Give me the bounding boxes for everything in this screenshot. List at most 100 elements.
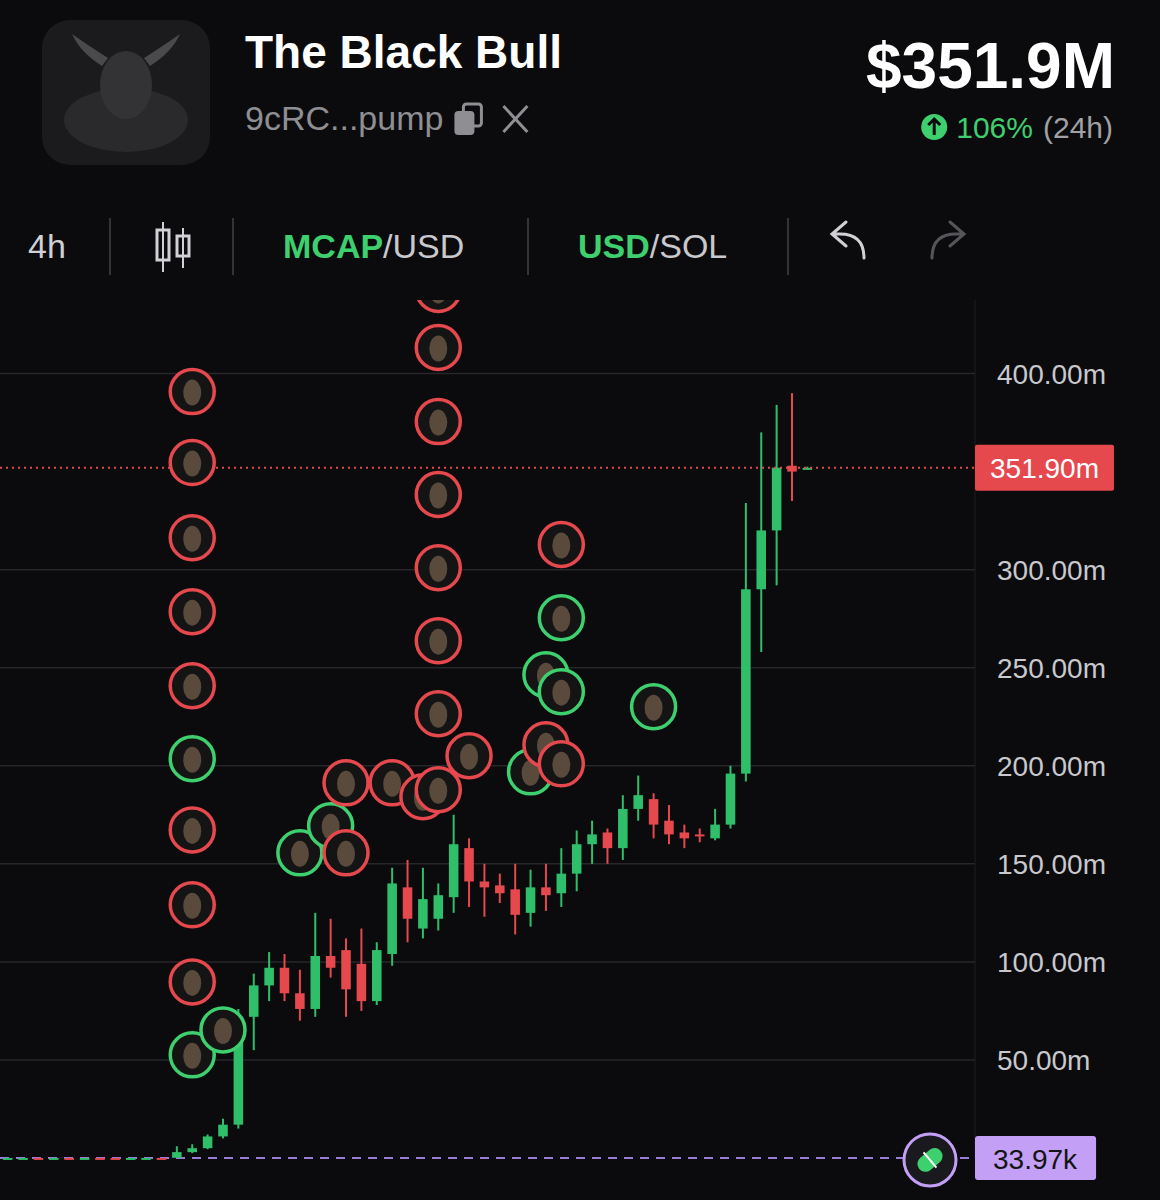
marker-ring: [170, 737, 214, 781]
candle-body: [726, 774, 736, 825]
trade-marker: [539, 523, 583, 567]
x-logo: [503, 106, 527, 132]
marker-face: [429, 300, 447, 303]
trade-marker: [416, 473, 460, 517]
icon-horn: [144, 34, 180, 66]
candle-body: [772, 468, 782, 531]
candle-body: [756, 530, 766, 589]
marker-face: [291, 841, 309, 867]
icon-horn: [72, 34, 108, 66]
separator: [527, 218, 529, 275]
price-label: 351.90m: [990, 453, 1099, 484]
marker-ring: [170, 664, 214, 708]
marker-face: [645, 695, 663, 721]
candle-body: [49, 1158, 59, 1160]
trade-marker: [170, 737, 214, 781]
token-icon: [42, 20, 210, 165]
candle-type-icon[interactable]: [157, 222, 189, 272]
candle-body: [280, 968, 290, 993]
trade-marker: [201, 1008, 245, 1052]
y-tick-label: 200.00m: [997, 751, 1106, 782]
trade-marker: [539, 742, 583, 786]
trade-marker: [416, 546, 460, 590]
candle-body: [664, 821, 674, 835]
y-tick-label: 250.00m: [997, 653, 1106, 684]
y-tick-label: 50.00m: [997, 1045, 1090, 1076]
candle-body: [372, 950, 382, 1001]
candle-body: [295, 993, 305, 1009]
grid-line: [0, 961, 975, 963]
copy-icon[interactable]: [455, 104, 481, 134]
marker-face: [460, 744, 478, 770]
x-link[interactable]: [503, 106, 527, 132]
marker-ring: [170, 883, 214, 927]
marker-face: [183, 451, 201, 477]
trade-marker: [447, 734, 491, 778]
trade-marker: [539, 596, 583, 640]
candle-body: [572, 844, 582, 873]
marker-ring: [170, 590, 214, 634]
base-label-box: [975, 1136, 1096, 1180]
candle-body: [111, 1158, 121, 1160]
undo[interactable]: [832, 222, 864, 258]
marker-face: [429, 702, 447, 728]
trade-marker: [632, 685, 676, 729]
active-part: MCAP: [283, 227, 383, 265]
candle-body: [341, 950, 351, 989]
candle-body: [695, 834, 705, 836]
grid-line: [0, 1059, 975, 1061]
redo[interactable]: [932, 222, 964, 258]
candle-body: [326, 956, 336, 968]
candle-body: [249, 985, 259, 1016]
trade-marker: [170, 370, 214, 414]
candle-body: [649, 799, 659, 824]
y-tick-label: 100.00m: [997, 947, 1106, 978]
marker-face: [383, 771, 401, 797]
candle-body: [633, 795, 643, 809]
y-axis-line: [975, 300, 976, 1158]
candle-body: [187, 1148, 197, 1152]
marker-ring: [632, 685, 676, 729]
y-tick-label: 300.00m: [997, 555, 1106, 586]
marker-ring: [416, 325, 460, 369]
trade-marker: [170, 441, 214, 485]
currency-toggle[interactable]: USD/SOL: [578, 227, 727, 265]
marker-face: [183, 1043, 201, 1069]
marker-face: [429, 629, 447, 655]
candle-body: [680, 832, 690, 838]
marker-ring: [539, 596, 583, 640]
candle-wick: [483, 864, 485, 917]
marker-face: [552, 752, 570, 778]
page: The Black Bull9cRC...pump$351.9M(24h)106…: [0, 0, 1160, 1200]
inactive-part: /USD: [383, 227, 464, 265]
price-label-box: [975, 445, 1114, 491]
candle-body: [310, 956, 320, 1009]
interval[interactable]: 4h: [28, 227, 66, 265]
grid-line: [0, 863, 975, 865]
marker-face: [337, 841, 355, 867]
grid-line: [0, 569, 975, 571]
marker-face: [552, 680, 570, 706]
period: (24h): [1043, 111, 1113, 144]
marker-face: [183, 893, 201, 919]
candle-body: [480, 881, 490, 887]
candle-body: [80, 1158, 90, 1160]
trade-marker: [170, 883, 214, 927]
marker-face: [183, 600, 201, 626]
candle-body: [203, 1136, 213, 1148]
copy-front: [455, 112, 473, 134]
trade-marker: [170, 808, 214, 852]
candle-wick: [330, 919, 332, 978]
candle-body: [126, 1158, 136, 1160]
pill-split: [924, 1152, 937, 1167]
marker-face: [429, 410, 447, 436]
marker-ring: [416, 300, 460, 311]
icon-candle: [157, 230, 169, 260]
change: 106%: [956, 111, 1033, 144]
trade-marker: [170, 516, 214, 560]
candle-body: [557, 874, 567, 894]
marker-ring: [416, 546, 460, 590]
candle-body: [526, 887, 536, 912]
marker-ring: [416, 400, 460, 444]
mcap-toggle[interactable]: MCAP/USD: [283, 227, 464, 265]
